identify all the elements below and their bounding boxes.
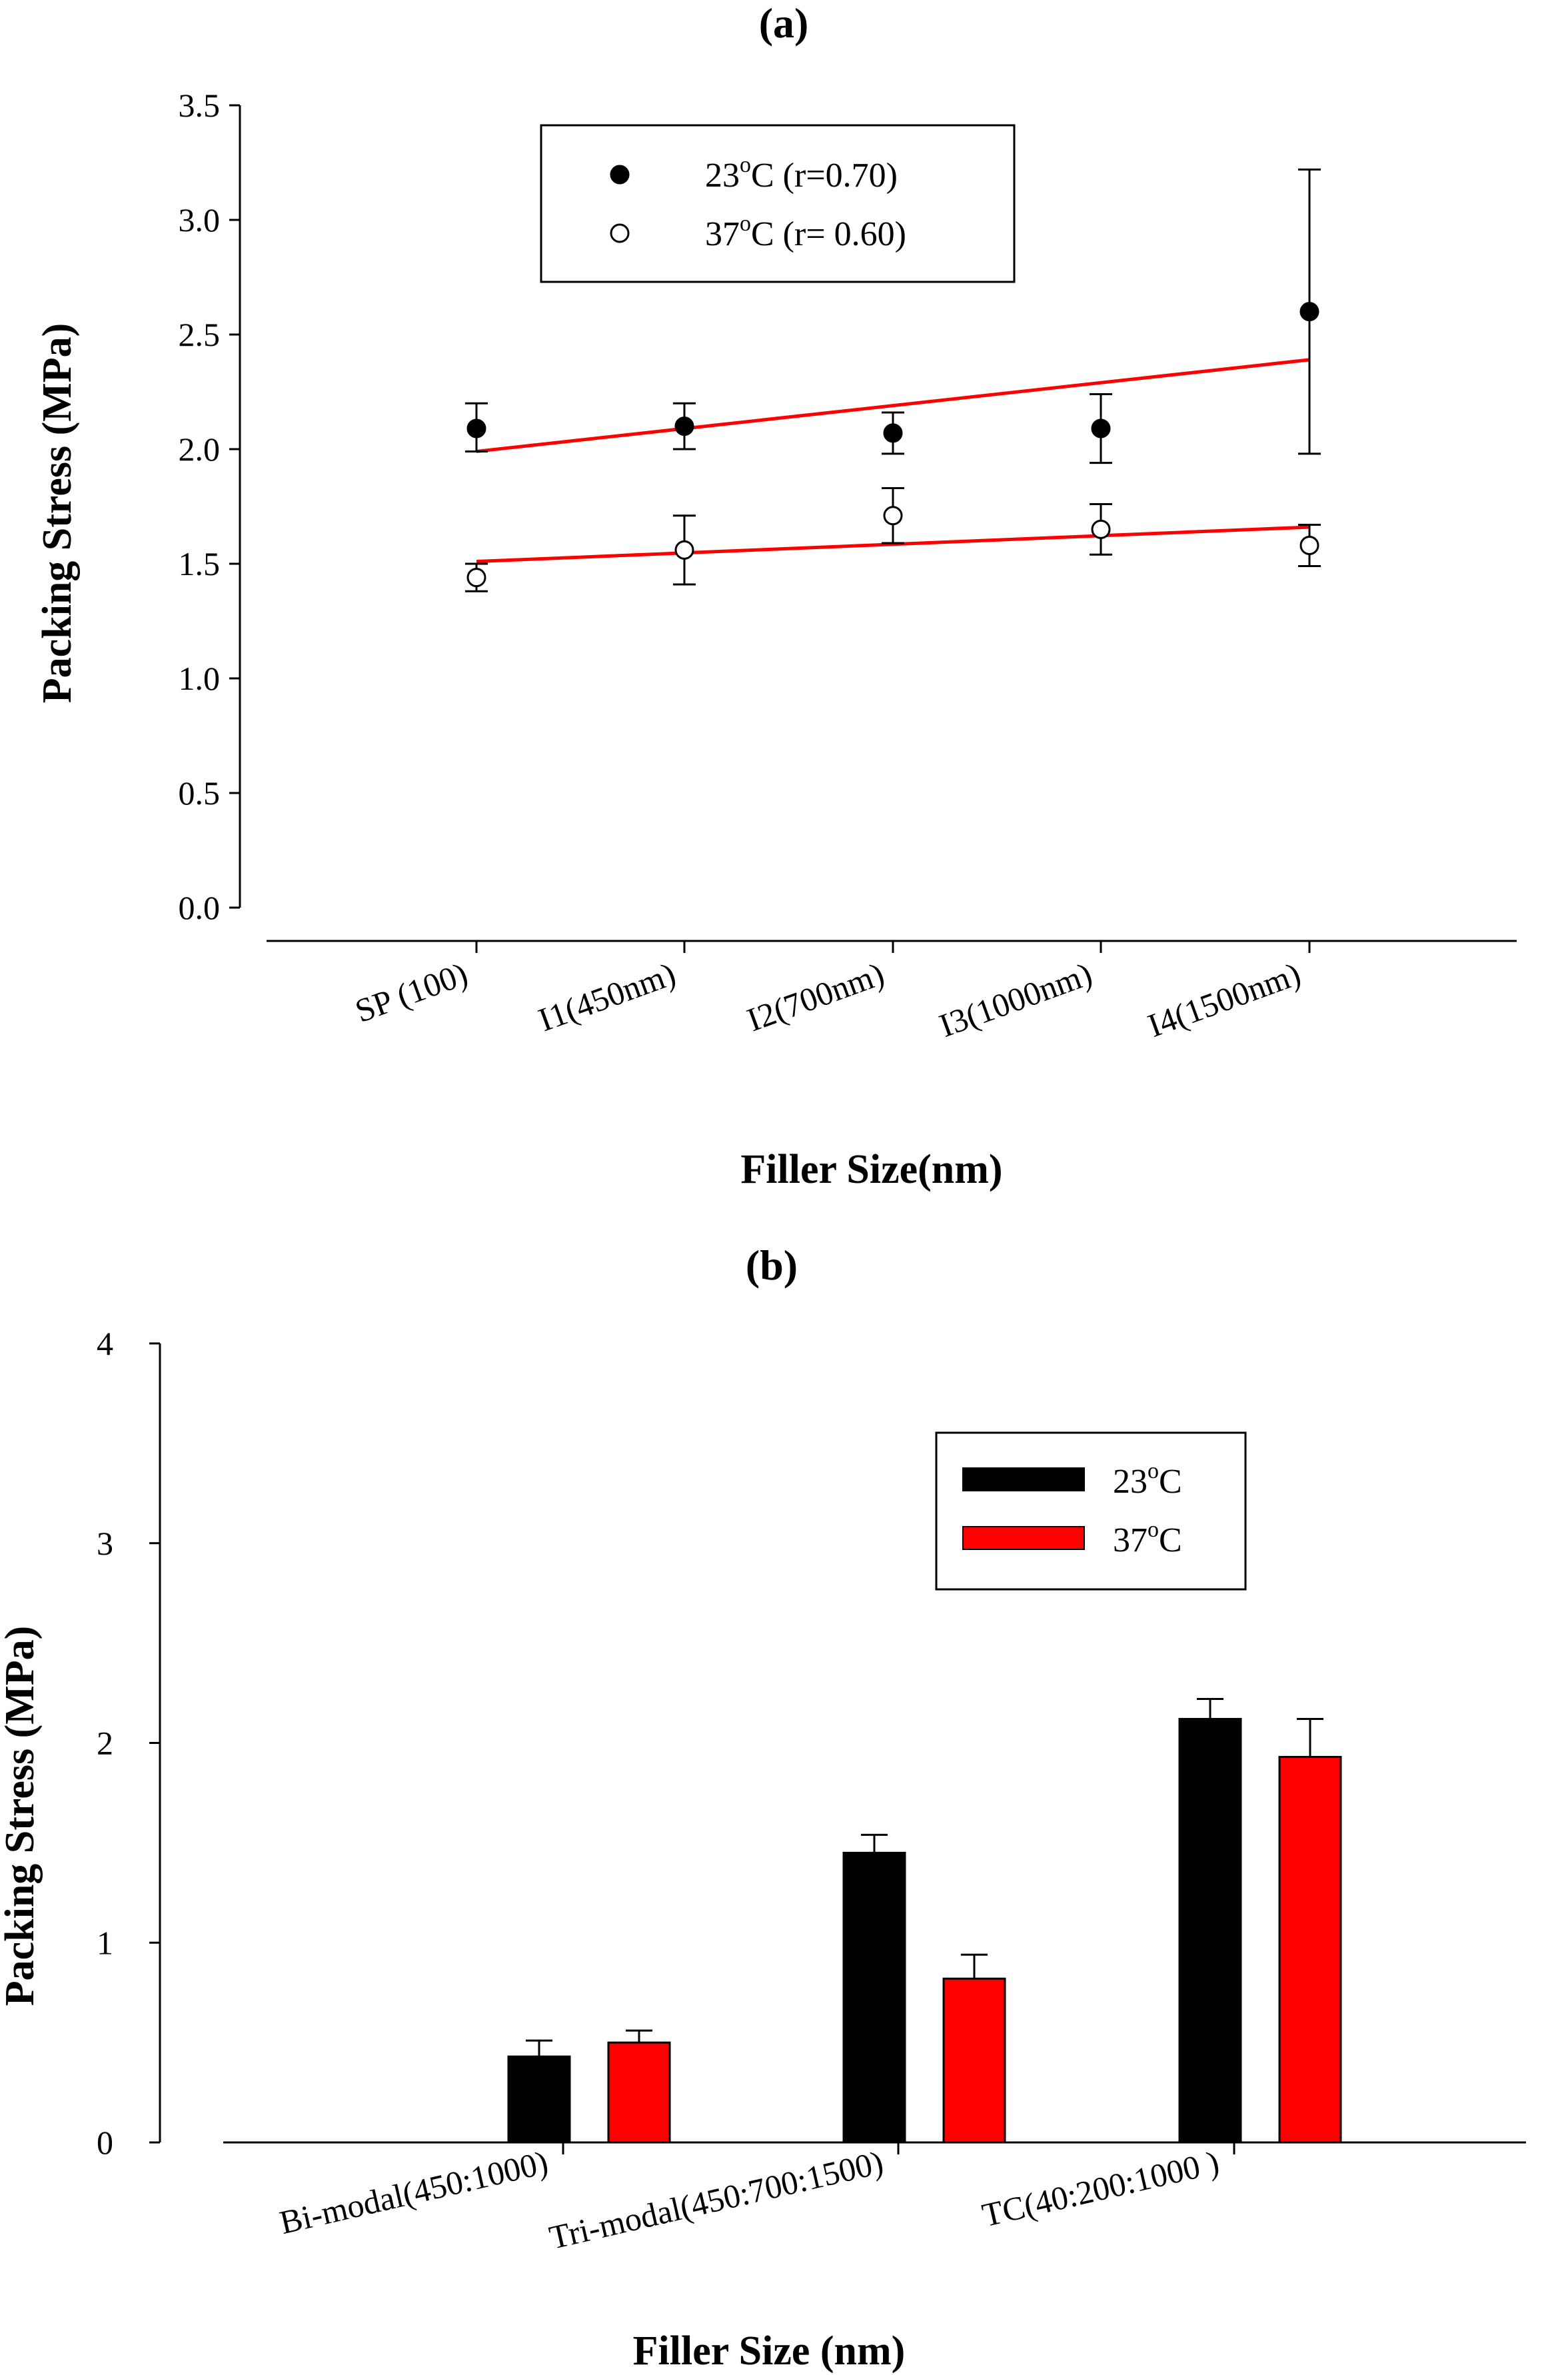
panel-b-y-axis-label: Packing Stress (MPa)	[0, 1626, 43, 2006]
panel-a-y-tick-label-1: 0.5	[179, 774, 221, 812]
panel-a-legend: 23oC (r=0.70) 37oC (r= 0.60)	[540, 124, 1016, 283]
panel-a-legend-box	[540, 124, 1016, 283]
panel-b-bars	[507, 1718, 1342, 2144]
panel-a-point-1-0	[466, 568, 486, 588]
panel-a-label: (a)	[759, 0, 809, 47]
panel-a-y-ticks: 0.0 0.5 1.0 1.5 2.0 2.5 3.0 3.5	[179, 87, 240, 926]
panel-b-bar-1-tc-40-200-1000	[1278, 1755, 1342, 2144]
panel-a-x-ticks: SP (100) I1(450nm) I2(700nm) I3(1000nm) I4(1…	[351, 941, 1311, 1044]
panel-a-x-tick-label-i1-450nm: I1(450nm)	[534, 955, 680, 1039]
panel-b-x-ticks: Bi-modal(450:1000)Tri-modal(450:700:1500…	[276, 2142, 1235, 2256]
panel-a-x-axis-label: Filler Size(nm)	[740, 1147, 1002, 1192]
panel-a-legend-marker-37c	[610, 223, 630, 243]
panel-a-x-tick-label-i4-1500nm: I4(1500nm)	[1143, 955, 1305, 1044]
panel-a-point-0-2	[883, 423, 903, 443]
panel-b-bar-0-tri-modal-450-700-1500	[842, 1851, 906, 2144]
panel-a-y-axis-label: Packing Stress (MPa)	[35, 323, 80, 704]
panel-a-x-tick-label-i2-700nm: I2(700nm)	[742, 955, 889, 1039]
panel-b-y-tick-label-2: 2	[97, 1725, 113, 1762]
panel-b-bar-1-tri-modal-450-700-1500	[942, 1977, 1006, 2144]
panel-b-legend-swatch-37c	[962, 1526, 1085, 1550]
panel-a-y-tick-label-2: 1.0	[179, 660, 221, 697]
panel-a-point-0-3	[1091, 418, 1111, 438]
panel-a-point-1-4	[1299, 535, 1319, 555]
panel-b-y-tick-label-4: 4	[97, 1325, 113, 1362]
panel-b-bar-1-bi-modal-450-1000	[607, 2041, 671, 2144]
panel-a-y-tick-label-0: 0.0	[179, 889, 221, 926]
panel-b-bar-0-tc-40-200-1000	[1178, 1718, 1242, 2144]
panel-a-point-1-2	[883, 506, 903, 526]
panel-b-x-tick-label-tri-modal-450-700-1500: Tri-modal(450:700:1500)	[546, 2143, 887, 2256]
panel-a-y-tick-label-4: 2.0	[179, 430, 221, 468]
panel-b-legend-label-23c: 23oC	[1113, 1459, 1182, 1501]
panel-a-x-tick-label-sp-100: SP (100)	[351, 955, 472, 1030]
panel-a-y-tick-label-7: 3.5	[179, 87, 221, 124]
panel-a-point-0-0	[466, 418, 486, 438]
panel-a-point-1-3	[1091, 519, 1111, 539]
panel-b-legend-swatch-23c	[962, 1467, 1085, 1491]
panel-b-legend: 23oC 37oC	[935, 1431, 1247, 1591]
panel-a-points	[466, 302, 1319, 588]
panel-b: (b) 0 1 2 3 4 Bi-modal(450:1000)Tri-modal(45…	[0, 1241, 1526, 2374]
panel-b-x-tick-label-bi-modal-450-1000: Bi-modal(450:1000)	[276, 2143, 551, 2241]
panel-b-x-axis-label: Filler Size (nm)	[633, 2328, 906, 2374]
panel-a-fit-line-1	[476, 525, 1310, 564]
panel-b-error-bars	[526, 1698, 1323, 2057]
panel-a-point-1-1	[674, 540, 694, 560]
panel-b-label: (b)	[746, 1241, 798, 1289]
panel-a-point-0-1	[674, 416, 694, 436]
panel-b-y-ticks: 0 1 2 3 4	[97, 1325, 160, 2161]
panel-a: (a) 0.0 0.5 1.0 1.5 2.0 2.5 3.0 3.5 SP (100) I1(…	[35, 0, 1517, 1192]
panel-b-legend-box	[935, 1431, 1247, 1591]
panel-a-y-tick-label-3: 1.5	[179, 545, 221, 582]
panel-a-legend-marker-23c	[610, 165, 630, 185]
panel-a-legend-label-37c: 37oC (r= 0.60)	[705, 211, 906, 253]
panel-b-bar-0-bi-modal-450-1000	[507, 2055, 571, 2144]
panel-a-point-0-4	[1299, 302, 1319, 322]
panel-a-axes	[239, 105, 1517, 942]
panel-b-x-tick-label-tc-40-200-1000: TC(40:200:1000 )	[979, 2143, 1223, 2234]
panel-a-fit-lines	[476, 358, 1310, 564]
panel-a-fit-line-0	[476, 358, 1310, 453]
panel-b-y-tick-label-1: 1	[97, 1924, 113, 1961]
panel-a-y-tick-label-6: 3.0	[179, 201, 221, 239]
panel-a-x-tick-label-i3-1000nm: I3(1000nm)	[934, 955, 1097, 1044]
panel-b-y-tick-label-0: 0	[97, 2124, 113, 2161]
panel-a-legend-label-23c: 23oC (r=0.70)	[705, 153, 898, 195]
panel-a-y-tick-label-5: 2.5	[179, 316, 221, 353]
panel-b-legend-label-37c: 37oC	[1113, 1517, 1182, 1559]
panel-b-y-tick-label-3: 3	[97, 1525, 113, 1562]
